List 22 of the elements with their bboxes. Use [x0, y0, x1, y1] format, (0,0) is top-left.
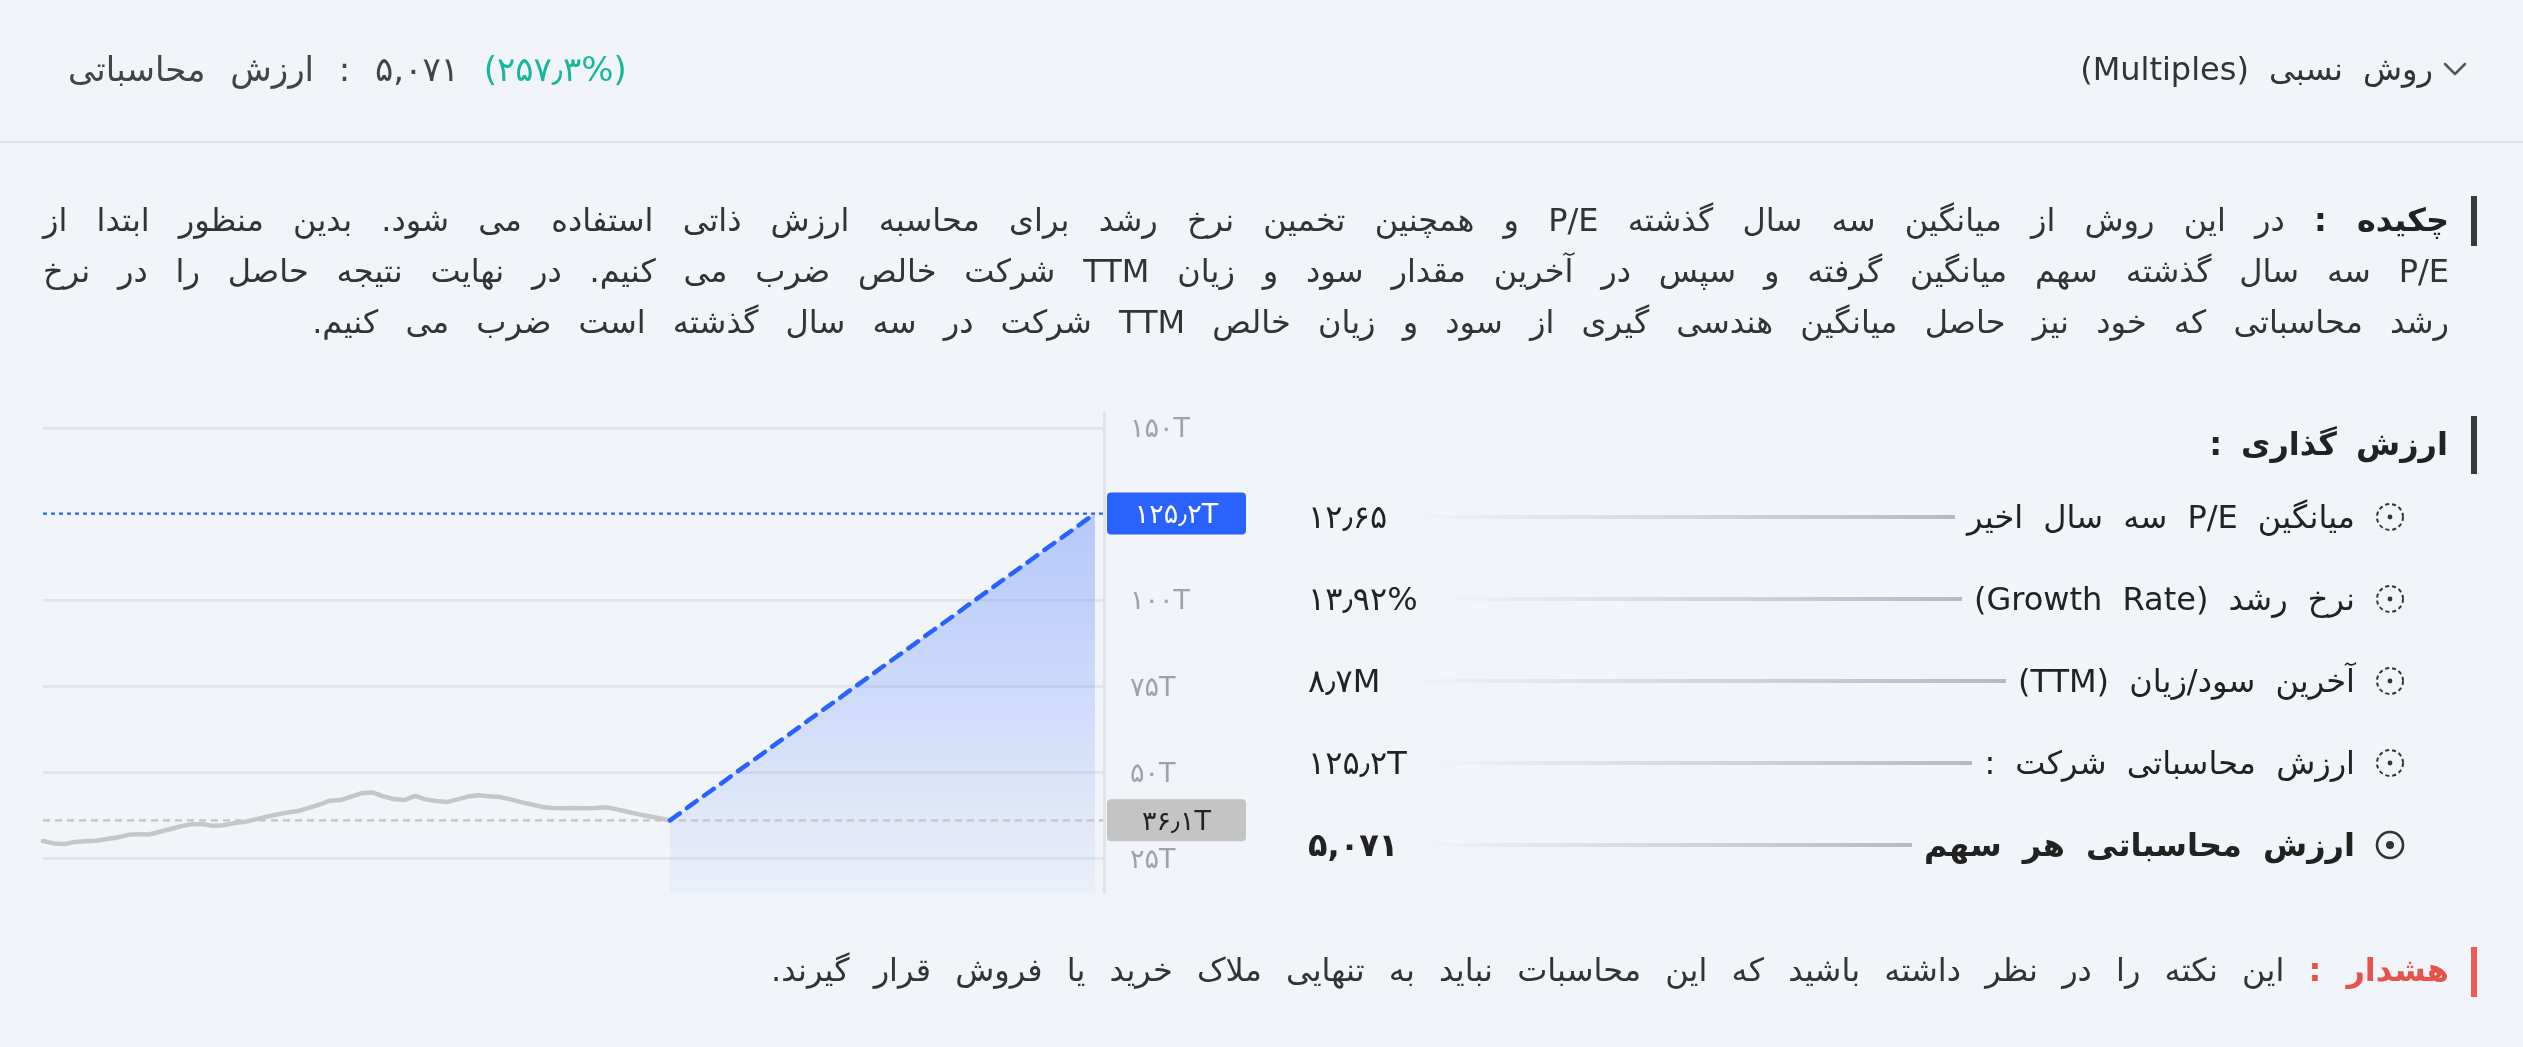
ref-line-label: ۳۶٫۱T	[1142, 804, 1212, 836]
y-tick-label: ۷۵T	[1130, 670, 1176, 702]
text: ۵,۰۷۱	[1308, 826, 1399, 864]
chart-subtitle: ارزش محاسباتی : ۵,۰۷۱ (۲۵۷٫۳%)	[68, 49, 627, 89]
text: هشدار : این نکته را در نظر داشته باشید که این محاسبات نباید به تنهایی ملاک خرید یا فروش قرار گیرند.	[770, 950, 2449, 991]
text: آخرین سود/زیان (TTM)	[2017, 662, 2355, 700]
text: روش نسبی (Multiples)	[2080, 49, 2433, 90]
y-tick-label: ۲۵T	[1130, 842, 1176, 874]
text: ۱۳٫۹۲%	[1308, 580, 1418, 618]
text: ارزش گذاری :	[2209, 424, 2448, 465]
text: نرخ رشد (Growth Rate)	[1974, 580, 2355, 618]
ref-line-label: ۱۲۵٫۲T	[1134, 498, 1219, 530]
y-tick-label: ۱۰۰T	[1130, 584, 1191, 616]
text: ارزش محاسباتی هر سهم	[1924, 826, 2355, 864]
text: ۱۲۵٫۲T	[1308, 744, 1407, 782]
y-tick-label: ۵۰T	[1130, 756, 1176, 788]
text: ارزش محاسباتی شرکت :	[1984, 744, 2355, 782]
text: چکیده : در این روش از میانگین سه سال گذشته P/E و همچنین تخمین نرخ رشد برای محاسبه ارزش ذاتی استفاده می شود. بدین منظور ابتدا از P/E سه سال گذشته سهم میانگین گرفته و سپس در آخرین مقدار سود و زیان TTM شرکت خالص ضرب می کنیم. در نهایت نتیجه حاصل را در نرخ رشد محاسباتی که خود نیز حاصل میانگین هندسی گیری از سود و زیان خالص TTM شرکت در سه سال گذشته است ضرب می کنیم.	[43, 200, 2450, 343]
text: میانگین P/E سه سال اخیر	[1967, 498, 2355, 536]
text: ۱۲٫۶۵	[1308, 498, 1388, 536]
y-tick-label: ۱۵۰T	[1130, 412, 1191, 444]
text: ۸٫۷M	[1308, 662, 1381, 700]
